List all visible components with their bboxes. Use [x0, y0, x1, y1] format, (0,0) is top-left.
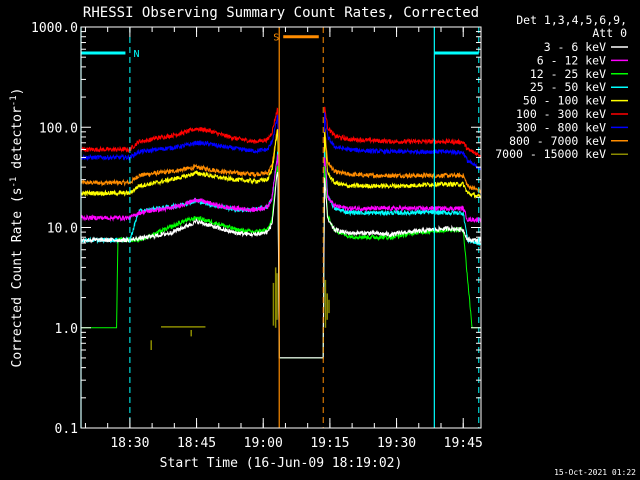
x-tick-label-1: 18:45	[177, 436, 216, 451]
y-axis-label: Corrected Count Rate (s-1 detector-1)	[9, 88, 25, 368]
series-line-2	[81, 165, 481, 359]
plot-frame	[80, 26, 482, 429]
annotation-label-1: S	[273, 33, 279, 44]
series-line-0	[81, 171, 481, 359]
y-tick-label-0: 0.1	[55, 422, 78, 437]
legend-label-1: 6 - 12 keV	[537, 53, 606, 67]
series-line-4	[81, 129, 481, 359]
legend-label-5: 100 - 300 keV	[516, 107, 606, 121]
legend-label-0: 3 - 6 keV	[544, 40, 606, 54]
legend-label-4: 50 - 100 keV	[523, 94, 606, 108]
plot-area	[81, 106, 481, 359]
x-tick-label-3: 19:15	[310, 436, 349, 451]
series-line-6	[81, 112, 481, 359]
series-line-3	[81, 151, 481, 359]
y-tick-label-1: 1.0	[55, 322, 78, 337]
legend-header-line1: Det 1,3,4,5,6,9,	[516, 13, 627, 27]
legend-label-2: 12 - 25 keV	[530, 67, 606, 81]
x-tick-label-4: 19:30	[377, 436, 416, 451]
chart-title: RHESSI Observing Summary Count Rates, Co…	[83, 5, 479, 21]
y-tick-label-2: 10.0	[47, 222, 78, 237]
x-tick-label-0: 18:30	[110, 436, 149, 451]
series-line-7	[81, 127, 481, 359]
y-tick-label-4: 1000.0	[31, 21, 78, 36]
legend-header-line2: Att 0	[592, 26, 627, 40]
footer-timestamp: 15-Oct-2021 01:22	[554, 468, 636, 477]
y-tick-label-3: 100.0	[39, 121, 78, 136]
legend-label-7: 800 - 7000 keV	[509, 134, 606, 148]
annotation-label-0: N	[133, 49, 139, 60]
x-tick-label-5: 19:45	[444, 436, 483, 451]
legend-label-3: 25 - 50 keV	[530, 80, 606, 94]
legend-label-8: 7000 - 15000 keV	[495, 147, 606, 161]
x-tick-label-2: 19:00	[244, 436, 283, 451]
legend-label-6: 300 - 800 keV	[516, 120, 606, 134]
x-axis-label: Start Time (16-Jun-09 18:19:02)	[160, 456, 403, 471]
